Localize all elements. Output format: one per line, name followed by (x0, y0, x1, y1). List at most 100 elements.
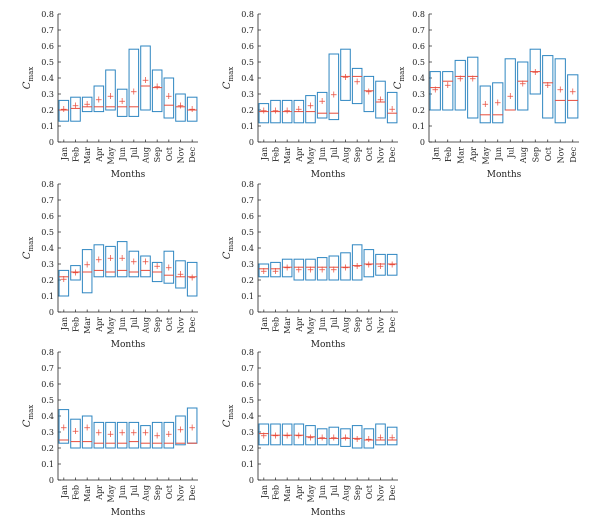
x-axis-label: Months (487, 170, 522, 180)
box-may (305, 425, 316, 446)
x-tick-label: Jan (431, 147, 440, 161)
y-tick-label: 0.8 (41, 180, 54, 189)
y-tick-label: 0.2 (241, 444, 254, 453)
y-tick-label: 0.7 (412, 26, 425, 35)
box-dec (386, 253, 398, 276)
x-tick-label: Sep (153, 485, 162, 500)
y-tick-label: 0.6 (41, 42, 54, 51)
x-tick-label: Jan (60, 147, 69, 161)
box-may (479, 85, 491, 124)
mean-marker-jan: + (260, 432, 268, 442)
box-feb (70, 265, 81, 281)
x-tick-label: Mar (83, 147, 92, 164)
x-tick-label: Feb (444, 147, 453, 162)
mean-marker-sep: + (353, 78, 361, 88)
mean-marker-sep: + (353, 435, 361, 445)
y-tick-label: 0.6 (241, 380, 254, 389)
box-jun (316, 428, 328, 446)
y-tick-label: 0.7 (241, 196, 254, 205)
mean-marker-feb: + (444, 81, 452, 91)
mean-marker-jul: + (130, 429, 138, 439)
mean-marker-may: + (481, 100, 489, 110)
x-tick-label: Jul (330, 317, 339, 329)
y-axis-label-sub: max (227, 405, 235, 420)
box-jan (58, 99, 70, 122)
y-tick-label: 0.1 (41, 122, 54, 131)
mean-marker-sep: + (153, 83, 161, 93)
box-nov (175, 260, 186, 289)
mean-marker-aug: + (142, 257, 150, 267)
mean-marker-mar: + (283, 264, 291, 274)
box-apr (467, 56, 479, 119)
box-oct (363, 75, 375, 113)
x-tick-label: Feb (272, 147, 281, 162)
x-tick-label: Dec (569, 146, 578, 162)
y-tick-label: 0.6 (41, 380, 54, 389)
y-tick-label: 0.5 (241, 396, 254, 405)
mean-marker-feb: + (72, 427, 80, 437)
box-aug (340, 428, 351, 447)
y-tick-label: 0.3 (241, 428, 254, 437)
y-tick-label: 0.7 (241, 364, 254, 373)
box-mar (281, 258, 293, 278)
x-tick-label: Aug (342, 485, 351, 502)
x-tick-label: Jul (130, 485, 139, 497)
x-tick-label: Sep (153, 317, 162, 332)
y-tick-label: 0.4 (412, 74, 425, 83)
mean-marker-dec: + (388, 261, 396, 271)
x-tick-label: Jul (506, 147, 515, 159)
y-tick-label: 0 (49, 308, 54, 317)
y-axis-label: Cmax (22, 405, 35, 427)
y-axis-label-sub: max (27, 405, 35, 420)
box-jun (116, 88, 128, 117)
box-feb (70, 418, 81, 449)
box-jun (116, 241, 128, 278)
y-axis-label-sub: max (398, 67, 406, 82)
box-nov (554, 58, 566, 124)
box-jan (258, 423, 270, 446)
y-axis-label-main: C (22, 81, 33, 89)
box-jun (492, 82, 504, 124)
box-feb (270, 261, 281, 278)
y-tick-label: 0.6 (412, 42, 425, 51)
x-axis-label: Months (111, 508, 146, 518)
x-axis-label: Months (311, 170, 346, 180)
y-tick-label: 0.1 (41, 292, 54, 301)
box-mar (81, 96, 93, 113)
mean-marker-dec: + (388, 105, 396, 115)
y-tick-label: 0.4 (41, 74, 54, 83)
box-sep (151, 69, 163, 113)
mean-marker-jul: + (130, 257, 138, 267)
y-tick-label: 0.6 (41, 212, 54, 221)
mean-marker-sep: + (153, 262, 161, 272)
x-axis-label: Months (311, 508, 346, 518)
x-tick-label: Sep (531, 147, 540, 162)
y-tick-label: 0.1 (41, 460, 54, 469)
mean-marker-feb: + (272, 432, 280, 442)
x-tick-label: Dec (188, 146, 197, 162)
x-tick-label: Apr (295, 485, 304, 501)
mean-marker-jul: + (130, 87, 138, 97)
y-tick-label: 0.2 (41, 276, 54, 285)
y-axis-label-sub: max (227, 237, 235, 252)
box-mar (281, 423, 293, 446)
y-axis-label-main: C (22, 251, 33, 259)
mean-marker-mar: + (283, 432, 291, 442)
y-tick-label: 0.2 (241, 276, 254, 285)
mean-marker-oct: + (165, 264, 173, 274)
box-jul (128, 250, 140, 278)
box-oct (542, 55, 554, 119)
mean-marker-oct: + (365, 87, 373, 97)
mean-marker-nov: + (556, 86, 564, 96)
y-tick-label: 0.5 (241, 58, 254, 67)
mean-marker-apr: + (469, 75, 477, 85)
y-tick-label: 0.7 (241, 26, 254, 35)
y-axis-label: Cmax (222, 67, 235, 89)
x-tick-label: Dec (388, 484, 397, 500)
mean-marker-jun: + (494, 99, 502, 109)
x-tick-label: Oct (544, 146, 553, 161)
box-dec (186, 96, 198, 122)
box-mar (454, 59, 466, 111)
mean-marker-nov: + (177, 425, 185, 435)
box-dec (186, 261, 198, 297)
